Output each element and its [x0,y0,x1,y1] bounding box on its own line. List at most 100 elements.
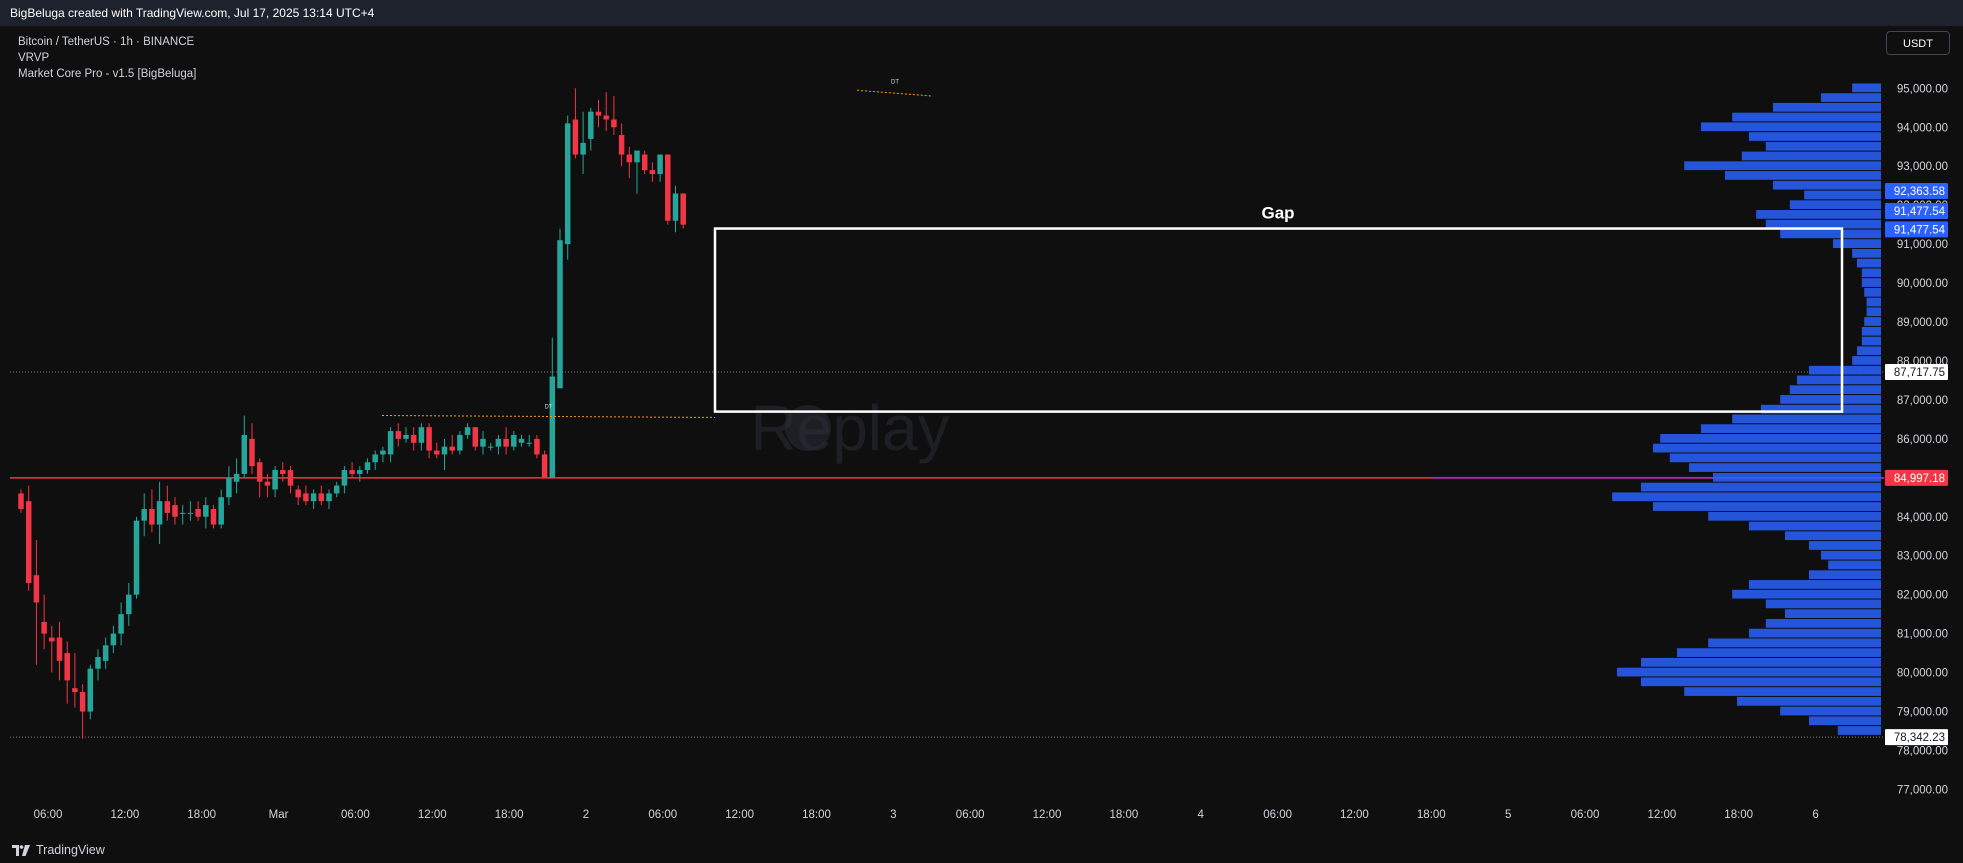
time-axis-tick: 18:00 [1724,809,1753,821]
volume-profile-bar [1617,667,1881,677]
indicator-market-core[interactable]: Market Core Pro - v1.5 [BigBeluga] [18,68,197,80]
candle-up [403,434,409,439]
time-axis-tick: Mar [269,809,289,821]
candle-down [33,575,40,603]
candle-down [318,493,325,502]
price-badge-label: 87,717.75 [1894,367,1945,379]
candle-up [588,111,594,139]
candle-up [241,434,248,474]
price-badge-label: 84,997.18 [1894,473,1945,485]
candle-up [480,438,486,447]
candle-up [179,512,186,514]
candle-up [526,442,532,444]
candle-down [426,427,432,451]
time-axis-tick: 18:00 [495,809,524,821]
volume-profile-bar [1653,502,1881,511]
gap-zone-box [713,227,1844,413]
candle-down [287,470,294,486]
price-axis-tick: 78,000.00 [1897,745,1948,757]
time-axis-tick: 4 [1198,809,1205,821]
candle-down [503,438,509,447]
candle-down [64,653,70,681]
candle-up [341,470,348,486]
volume-profile-bar [1701,424,1881,434]
time-axis-tick: 12:00 [1033,809,1062,821]
volume-profile-bar [1749,132,1881,141]
time-axis-tick: 3 [890,809,896,821]
price-axis-tick: 79,000.00 [1897,707,1948,719]
time-axis-tick: 12:00 [418,809,447,821]
price-badge-label: 91,477.54 [1894,224,1946,236]
volume-profile-bar [1725,171,1881,180]
volume-profile-bar [1713,472,1881,482]
volume-profile-bar [1708,638,1881,648]
price-badge-label: 78,342.23 [1894,732,1945,744]
price-axis-tick: 80,000.00 [1897,668,1948,680]
volume-profile-bar [1773,102,1881,112]
volume-profile-bar [1765,141,1881,151]
volume-profile-bar [1852,248,1881,258]
candle-up [580,142,586,155]
volume-profile-bar [1789,200,1881,210]
volume-profile-bar [1773,180,1881,190]
price-axis-tick: 83,000.00 [1897,551,1948,563]
candle-down [434,450,440,455]
time-axis-tick: 06:00 [956,809,985,821]
volume-profile-bar [1732,589,1881,599]
candle-down [280,470,286,474]
candle-up [333,485,340,494]
price-axis-tick: 94,000.00 [1897,122,1948,134]
candle-up [549,376,556,478]
candle-up [487,446,494,448]
chart-area[interactable] [10,26,1884,805]
candle-up [326,493,332,502]
candle-down [395,431,402,439]
candle-down [541,454,548,478]
volume-profile-bar [1641,482,1881,492]
tradingview-brand: TradingView [12,843,105,857]
volume-profile-bar [1864,287,1881,297]
volume-profile-bar [1669,453,1881,463]
time-axis-tick: 06:00 [341,809,370,821]
candle-down [49,637,55,642]
symbol-title[interactable]: Bitcoin / TetherUS · 1h · BINANCE [18,36,195,48]
currency-selector-button[interactable]: USDT [1886,31,1950,55]
volume-profile-bar [1857,258,1881,268]
price-axis-tick: 90,000.00 [1897,278,1948,290]
price-axis-tick: 84,000.00 [1897,512,1948,524]
volume-profile-bar [1749,628,1881,638]
volume-profile-bar [1861,278,1881,287]
indicator-vrvp[interactable]: VRVP [18,52,50,64]
time-axis-tick: 12:00 [110,809,139,821]
candle-down [295,489,301,498]
price-axis-tick: 86,000.00 [1897,434,1948,446]
volume-profile-bar [1797,375,1881,385]
price-badge [1885,183,1948,200]
price-badge [1885,363,1948,380]
price-badge-label: 92,363.58 [1894,186,1945,198]
volume-profile-bar [1861,268,1881,278]
volume-profile-bar [1761,404,1881,414]
candle-down [611,119,617,128]
volume-profile-bar [1809,541,1881,550]
tradingview-logo-icon [12,844,30,856]
volume-profile-bar [1821,550,1881,560]
candle-up [95,656,101,669]
volume-profile-bar [1684,161,1881,171]
volume-profile-bar [1866,297,1881,307]
candle-up [141,508,147,521]
time-axis-tick: 06:00 [648,809,677,821]
volume-profile-bar [1785,609,1881,619]
volume-profile-bar [1789,385,1881,395]
volume-profile-bar [1612,492,1881,502]
volume-profile-bar [1852,83,1881,93]
candle-down [349,470,355,474]
time-axis-tick: 12:00 [1340,809,1369,821]
left-margin [0,26,10,837]
candle-up [495,438,502,447]
candle-down [472,427,479,447]
time-axis-tick: 18:00 [802,809,831,821]
time-axis-tick: 06:00 [1571,809,1600,821]
replay-watermark-text: Replay [750,392,949,464]
